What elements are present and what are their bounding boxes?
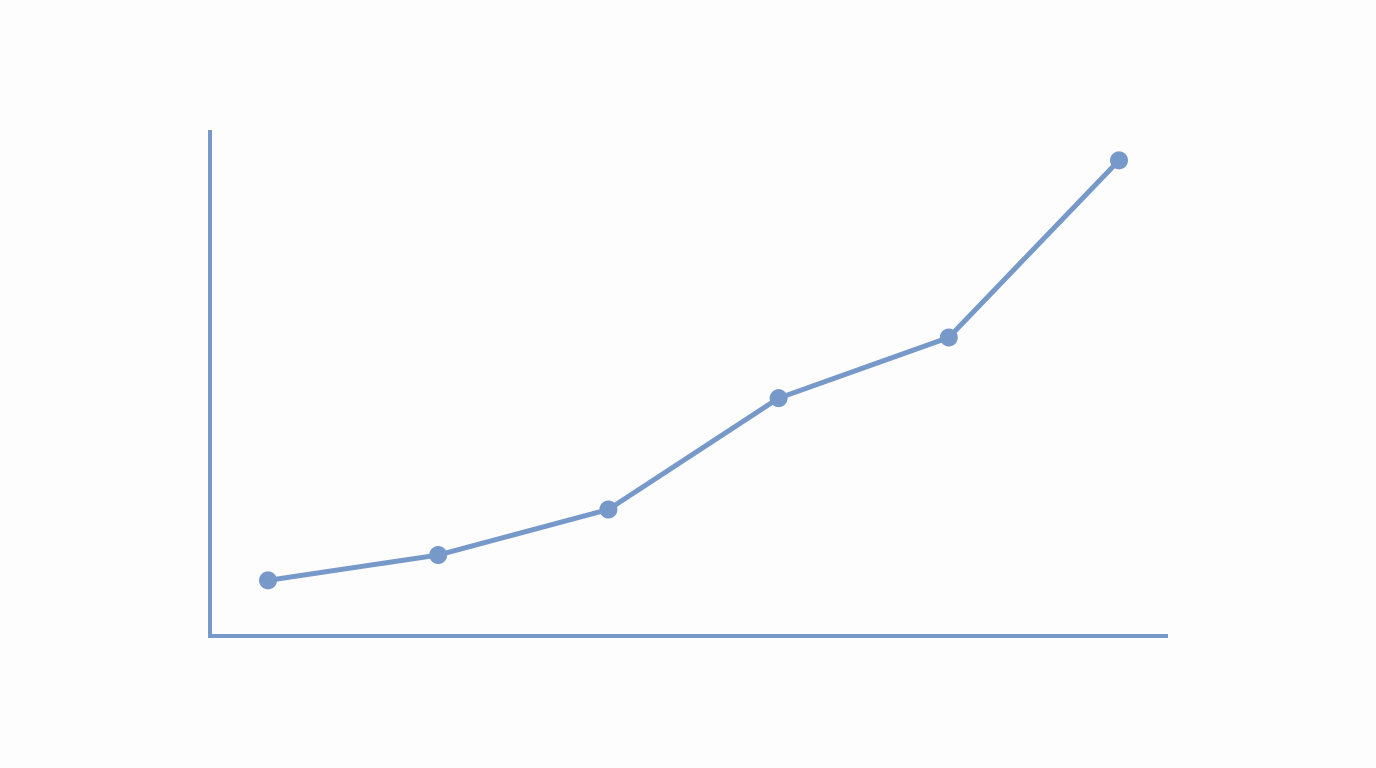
point <box>259 571 277 590</box>
point <box>429 546 448 565</box>
point <box>599 500 618 519</box>
point <box>769 389 788 408</box>
line <box>265 157 1122 583</box>
point <box>939 328 958 347</box>
point <box>1110 151 1128 170</box>
